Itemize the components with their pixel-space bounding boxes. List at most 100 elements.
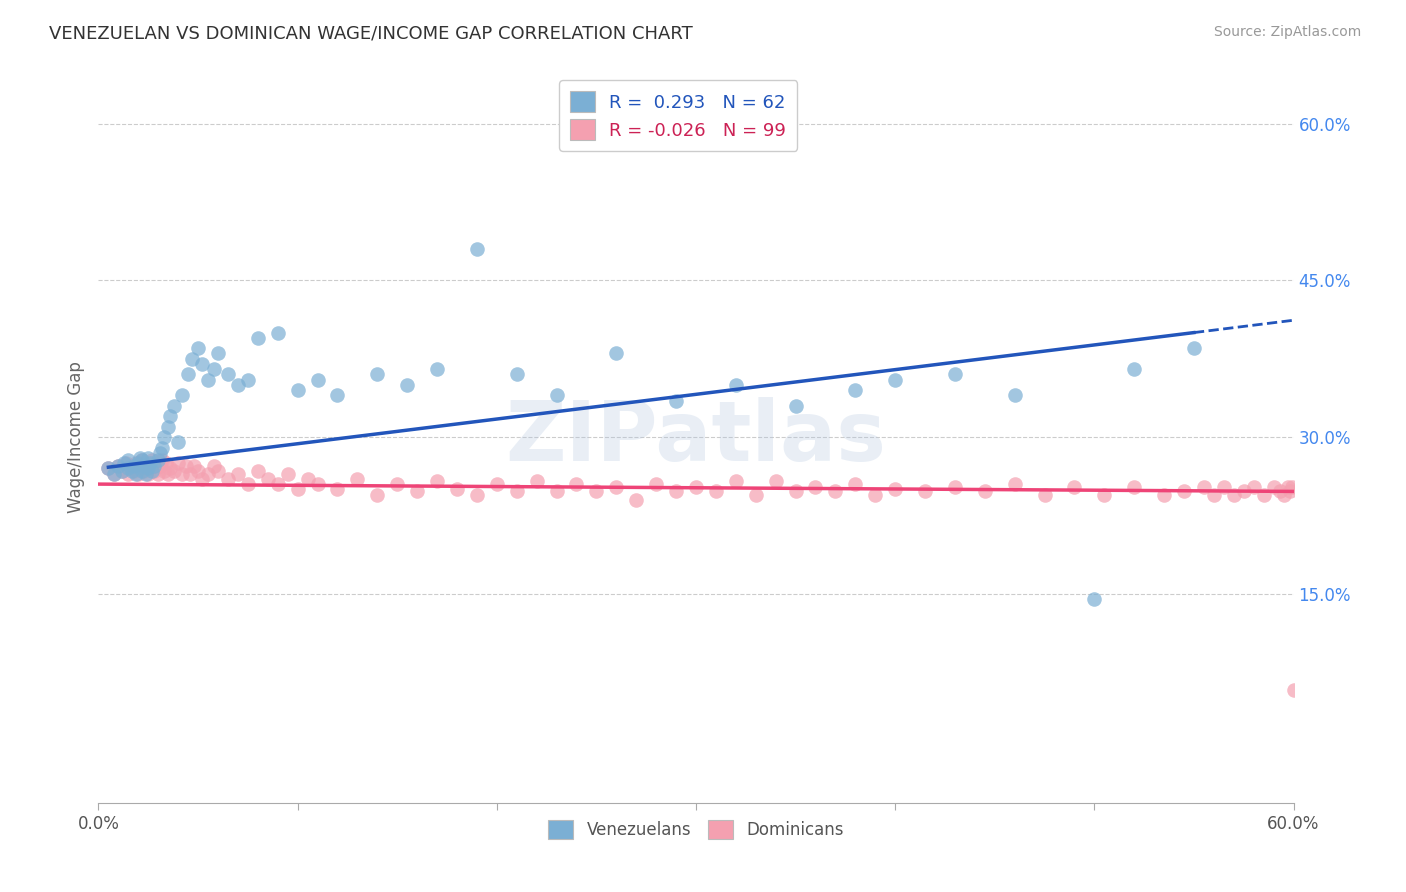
Point — [207, 463, 229, 477]
Point — [111, 463, 134, 477]
Point — [1063, 480, 1085, 494]
Point — [97, 461, 120, 475]
Point — [1192, 480, 1215, 494]
Point — [150, 441, 173, 455]
Point — [465, 487, 488, 501]
Point — [1004, 388, 1026, 402]
Point — [665, 484, 688, 499]
Point — [1268, 484, 1291, 499]
Point — [97, 461, 120, 475]
Point — [107, 459, 129, 474]
Point — [745, 487, 768, 501]
Point — [1282, 682, 1305, 697]
Point — [157, 467, 180, 481]
Point — [172, 388, 194, 402]
Point — [236, 477, 259, 491]
Point — [157, 419, 180, 434]
Point — [207, 346, 229, 360]
Point — [136, 461, 159, 475]
Point — [135, 467, 157, 481]
Point — [167, 456, 190, 470]
Point — [150, 453, 173, 467]
Point — [884, 373, 907, 387]
Point — [202, 362, 225, 376]
Text: Source: ZipAtlas.com: Source: ZipAtlas.com — [1213, 25, 1361, 39]
Point — [103, 467, 125, 481]
Point — [1123, 362, 1146, 376]
Point — [117, 461, 139, 475]
Point — [159, 461, 181, 475]
Text: VENEZUELAN VS DOMINICAN WAGE/INCOME GAP CORRELATION CHART: VENEZUELAN VS DOMINICAN WAGE/INCOME GAP … — [49, 25, 693, 43]
Point — [426, 362, 449, 376]
Point — [163, 399, 186, 413]
Point — [1004, 477, 1026, 491]
Point — [131, 453, 153, 467]
Point — [226, 377, 249, 392]
Point — [1263, 480, 1285, 494]
Point — [115, 456, 138, 470]
Point — [1202, 487, 1225, 501]
Point — [385, 477, 409, 491]
Point — [645, 477, 668, 491]
Point — [141, 453, 163, 467]
Point — [1083, 592, 1105, 607]
Point — [136, 467, 159, 481]
Point — [139, 456, 162, 470]
Point — [724, 377, 747, 392]
Point — [256, 472, 278, 486]
Point — [546, 484, 568, 499]
Point — [183, 459, 205, 474]
Y-axis label: Wage/Income Gap: Wage/Income Gap — [66, 361, 84, 513]
Point — [884, 483, 907, 497]
Point — [246, 463, 269, 477]
Point — [131, 463, 153, 477]
Point — [506, 368, 529, 382]
Point — [125, 467, 148, 481]
Point — [326, 388, 349, 402]
Point — [844, 477, 866, 491]
Point — [1223, 487, 1246, 501]
Text: ZIPatlas: ZIPatlas — [506, 397, 886, 477]
Point — [267, 326, 290, 340]
Point — [191, 472, 214, 486]
Point — [346, 472, 368, 486]
Point — [704, 484, 727, 499]
Point — [141, 463, 163, 477]
Point — [366, 487, 388, 501]
Point — [134, 463, 156, 477]
Point — [1253, 487, 1275, 501]
Point — [131, 453, 153, 467]
Point — [153, 430, 176, 444]
Point — [267, 477, 290, 491]
Point — [287, 483, 309, 497]
Point — [246, 331, 269, 345]
Point — [236, 373, 259, 387]
Point — [124, 459, 146, 474]
Point — [139, 461, 162, 475]
Point — [724, 474, 747, 488]
Point — [177, 368, 200, 382]
Point — [1212, 480, 1234, 494]
Point — [202, 459, 225, 474]
Point — [943, 480, 966, 494]
Point — [149, 459, 172, 474]
Point — [1281, 480, 1303, 494]
Point — [406, 484, 429, 499]
Point — [111, 463, 134, 477]
Point — [605, 480, 627, 494]
Point — [605, 346, 627, 360]
Point — [129, 450, 152, 465]
Point — [446, 483, 468, 497]
Point — [226, 467, 249, 481]
Point — [626, 492, 648, 507]
Point — [117, 467, 139, 481]
Point — [914, 484, 936, 499]
Point — [121, 463, 143, 477]
Point — [366, 368, 388, 382]
Point — [120, 459, 142, 474]
Point — [844, 383, 866, 397]
Point — [1033, 487, 1056, 501]
Point — [307, 373, 329, 387]
Point — [127, 456, 149, 470]
Point — [297, 472, 319, 486]
